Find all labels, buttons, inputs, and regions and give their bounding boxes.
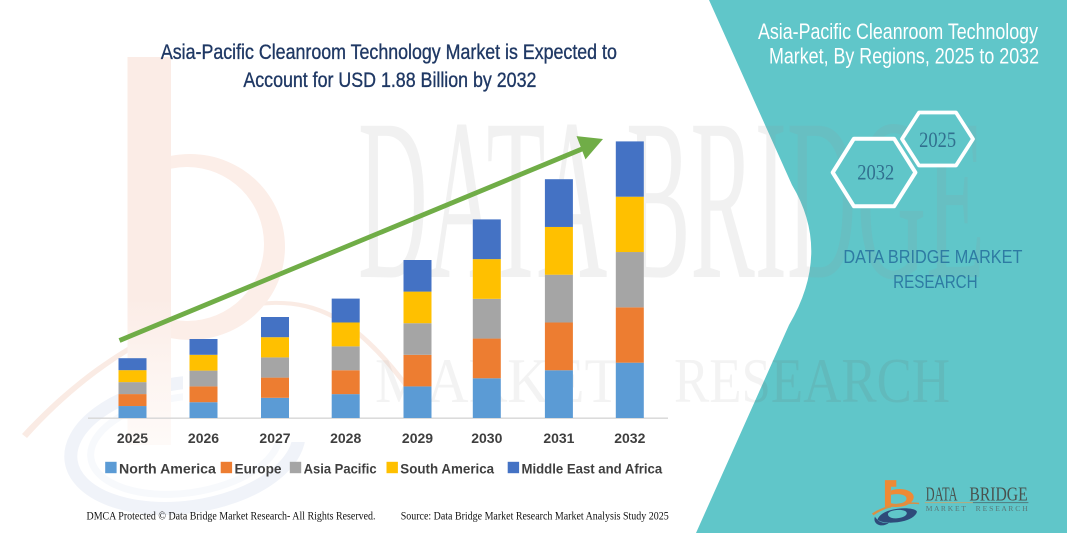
svg-text:RESEARCH: RESEARCH (674, 345, 950, 416)
svg-text:R E S E A R C H: R E S E A R C H (976, 504, 1029, 513)
svg-text:DATA BRIDGE MARKET: DATA BRIDGE MARKET (843, 246, 1022, 267)
svg-text:2029: 2029 (402, 430, 433, 446)
svg-text:RESEARCH: RESEARCH (893, 271, 978, 292)
svg-text:Asia-Pacific Cleanroom Technol: Asia-Pacific Cleanroom Technology (758, 19, 1039, 44)
svg-text:Source: Data Bridge Market Res: Source: Data Bridge Market Research Mark… (401, 509, 669, 523)
svg-text:Europe: Europe (235, 460, 282, 476)
svg-text:2027: 2027 (259, 430, 290, 446)
svg-text:2032: 2032 (857, 160, 894, 185)
svg-text:Account for USD 1.88 Billion b: Account for USD 1.88 Billion by 2032 (243, 69, 536, 92)
svg-text:2026: 2026 (188, 430, 219, 446)
svg-text:Asia Pacific: Asia Pacific (304, 460, 377, 476)
svg-text:Middle East and Africa: Middle East and Africa (522, 460, 663, 476)
svg-text:South America: South America (400, 460, 494, 476)
svg-text:BRIDGE: BRIDGE (969, 483, 1027, 505)
svg-text:2031: 2031 (543, 430, 574, 446)
svg-text:2028: 2028 (330, 430, 361, 446)
svg-text:North America: North America (119, 460, 216, 476)
svg-text:2025: 2025 (117, 430, 148, 446)
svg-text:2025: 2025 (919, 127, 956, 152)
svg-text:M A R K E T: M A R K E T (926, 504, 967, 513)
svg-text:Market, By Regions, 2025 to 20: Market, By Regions, 2025 to 2032 (769, 44, 1039, 69)
svg-text:2030: 2030 (471, 430, 502, 446)
svg-text:DMCA Protected © Data Bridge M: DMCA Protected © Data Bridge Market Rese… (87, 509, 376, 523)
svg-text:2032: 2032 (614, 430, 645, 446)
svg-text:Asia-Pacific Cleanroom Technol: Asia-Pacific Cleanroom Technology Market… (161, 41, 617, 64)
svg-text:DATA: DATA (926, 483, 958, 505)
